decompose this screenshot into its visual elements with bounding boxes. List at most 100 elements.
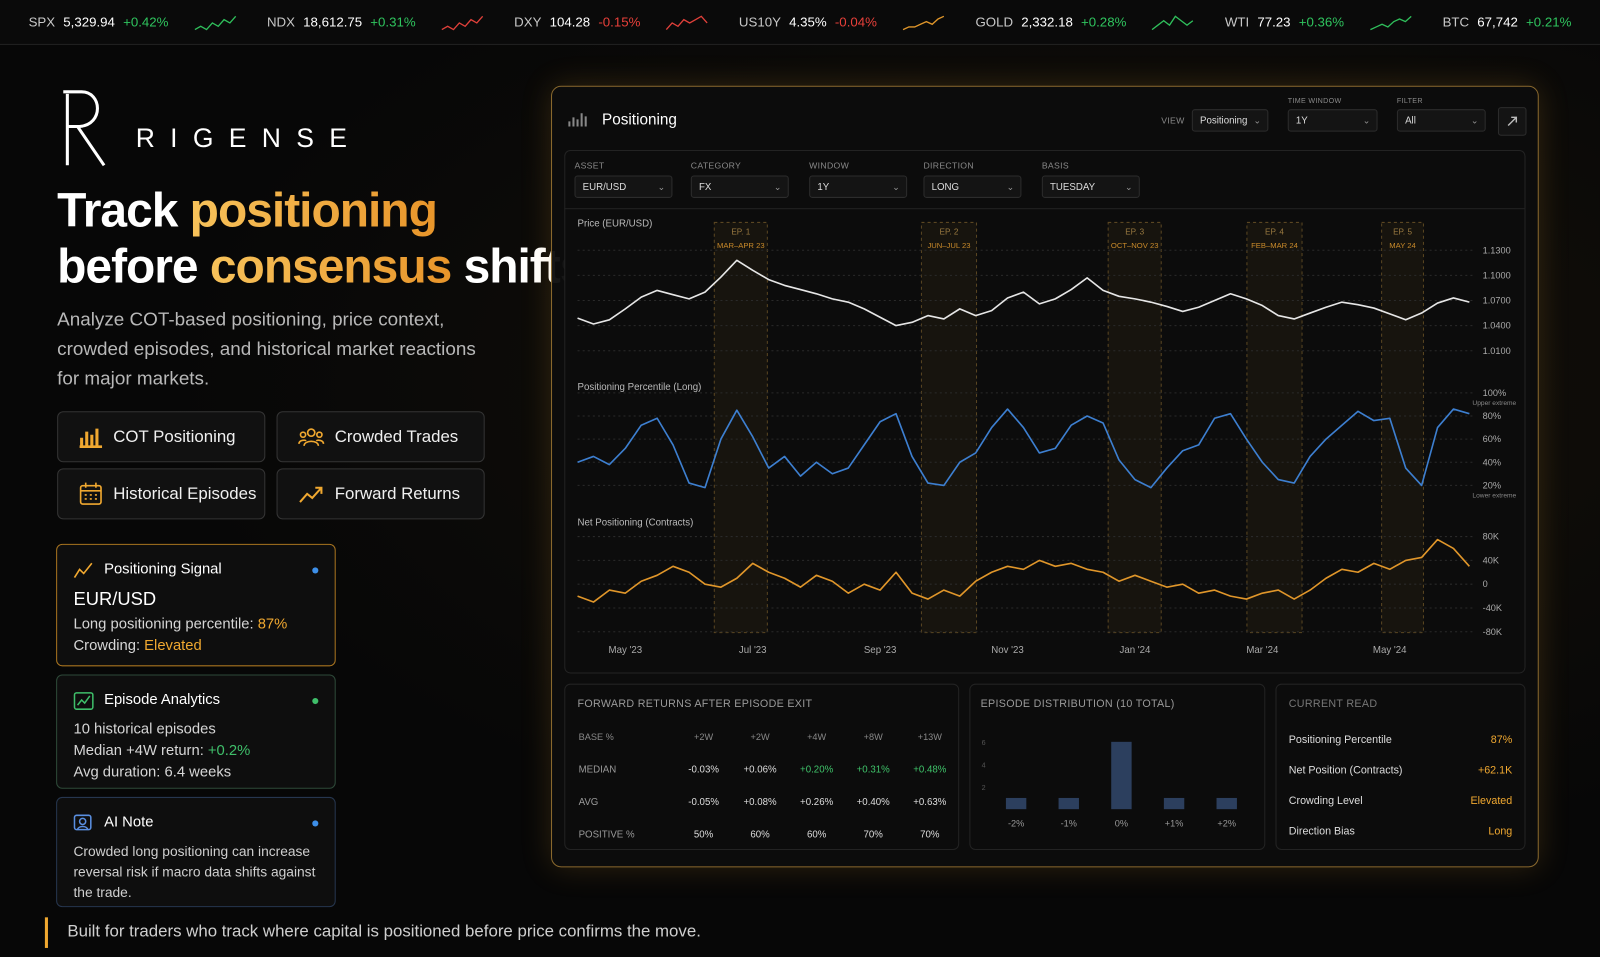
ticker-change: +0.36% (1298, 14, 1345, 30)
chart-box (564, 149, 1526, 674)
line-label: Crowding: (73, 637, 141, 655)
table-cell: 70% (863, 829, 883, 841)
icon (79, 428, 103, 448)
feature-button[interactable]: Crowded Trades (276, 411, 485, 463)
table-cell: +0.26% (800, 796, 834, 808)
button-label: Forward Returns (334, 484, 461, 503)
hero-word: before (57, 238, 198, 293)
table-cell: -0.05% (688, 796, 719, 808)
table-cell: +0.48% (913, 763, 947, 775)
sparkline-line (665, 14, 708, 30)
table-cell: 60% (750, 829, 770, 841)
sparkline-line (441, 15, 484, 30)
status-dot (312, 819, 319, 827)
table-cell: +0.40% (856, 796, 890, 808)
brand-name: RIGENSE (135, 122, 363, 154)
feature-button[interactable]: Forward Returns (276, 468, 485, 520)
filter-select[interactable]: 1Y (809, 175, 908, 198)
filter-select[interactable]: EUR/USD (574, 175, 673, 198)
status-dot (312, 697, 319, 704)
sparkline (1152, 14, 1194, 30)
expand-button[interactable] (1497, 107, 1527, 136)
read-row: Crowding Level Elevated (1289, 786, 1512, 817)
hero-word: consensus (209, 238, 452, 293)
returns-table: BASE % +2W +2W +4W +8W +13W MEDIAN -0.03% +0.06%… (578, 720, 959, 851)
read-row: Net Position (Contracts) +62.1K (1289, 755, 1512, 786)
ticker-change: +0.21% (1526, 14, 1572, 30)
ticker-price: 18,612.75 (303, 14, 363, 30)
time-window-select[interactable]: 1Y (1287, 109, 1378, 132)
sparkline-line (1152, 14, 1194, 30)
episode-card: Episode Analytics 10 historical episodes… (56, 674, 336, 789)
icon (298, 428, 325, 447)
line-label: Long positioning percentile: (73, 616, 254, 633)
ticker-change: -0.04% (834, 14, 877, 30)
icon (79, 482, 102, 505)
read-row: Direction Bias Long (1289, 816, 1512, 847)
filter-label: DIRECTION (923, 160, 974, 171)
read-row: Positioning Percentile 87% (1289, 724, 1512, 755)
table-cell: MEDIAN (578, 763, 617, 775)
ticker-item: GOLD 2,332.18 +0.28% (902, 14, 1126, 30)
table-cell: -0.03% (688, 763, 719, 775)
feature-button[interactable]: Historical Episodes (57, 468, 266, 520)
ticker-symbol: US10Y (738, 14, 781, 30)
card-title: Episode Analytics (104, 691, 221, 709)
ticker-item: WTI 77.23 +0.36% (1151, 14, 1344, 30)
filter-select[interactable]: FX (690, 175, 789, 198)
card-text: Crowded long positioning can increase re… (73, 843, 316, 900)
table-row: POSITIVE % 50% 60% 60% 70% 70% (578, 818, 959, 851)
ticker-change: +0.28% (1081, 14, 1127, 30)
icon (1507, 116, 1518, 127)
icon (568, 113, 587, 127)
feature-button[interactable]: COT Positioning (57, 411, 266, 463)
line-value: +0.2% (207, 742, 251, 760)
signal-card: Positioning Signal EUR/USD Long position… (56, 543, 336, 667)
sparkline (902, 15, 945, 30)
button-label: Crowded Trades (334, 427, 459, 446)
view-select[interactable]: Positioning (1191, 109, 1269, 132)
ticker-price: 2,332.18 (1021, 14, 1073, 30)
hero-title: Track positioning before consensus shift… (57, 182, 586, 294)
card-title: Positioning Signal (104, 561, 222, 578)
read-value: Long (1488, 825, 1513, 838)
header-cell: +13W (917, 731, 942, 742)
control-label: FILTER (1396, 97, 1423, 106)
ticker-symbol: NDX (266, 14, 295, 30)
ticker-item: US10Y 4.35% -0.04% (665, 14, 877, 30)
read-label: Crowding Level (1288, 794, 1363, 808)
header-cell: +4W (807, 731, 827, 742)
line-value: Elevated (144, 637, 202, 655)
table-cell: +0.31% (856, 763, 890, 775)
table-cell: 60% (806, 829, 827, 841)
current-read-list: Positioning Percentile 87% Net Position (C… (1289, 724, 1512, 846)
ticker-price: 4.35% (789, 14, 827, 30)
panel-title: EPISODE DISTRIBUTION (10 TOTAL) (980, 697, 1175, 711)
table-row: MEDIAN -0.03% +0.06% +0.20% +0.31% +0.48% (578, 753, 959, 786)
sparkline-line (1369, 15, 1412, 30)
ticker-item: NDX 18,612.75 +0.31% (193, 14, 416, 30)
card-line: 10 historical episodes (73, 721, 216, 738)
table-row: AVG -0.05% +0.08% +0.26% +0.40% +0.63% (578, 786, 959, 819)
control-label: VIEW (1161, 115, 1185, 126)
sparkline (1369, 15, 1412, 30)
returns-panel: FORWARD RETURNS AFTER EPISODE EXIT BASE … (564, 683, 960, 851)
table-cell: +0.06% (743, 763, 777, 775)
ticker-price: 67,742 (1477, 14, 1518, 30)
ticker-bar: SPX 5,329.94 +0.42% NDX 18,612.75 +0.31% DXY 10… (0, 0, 1600, 45)
filter-select[interactable]: TUESDAY (1041, 175, 1140, 198)
filter-label: BASIS (1041, 160, 1069, 171)
table-cell: +0.08% (743, 796, 777, 808)
panel-title: FORWARD RETURNS AFTER EPISODE EXIT (577, 697, 813, 711)
card-line: Median +4W return: +0.2% (73, 741, 318, 762)
filter-label: CATEGORY (690, 160, 742, 171)
ticker-change: -0.15% (598, 14, 641, 30)
table-cell: +0.20% (800, 763, 834, 775)
read-value: +62.1K (1477, 764, 1513, 777)
ticker-item: BTC 67,742 +0.21% (1369, 14, 1571, 30)
ticker-symbol: WTI (1224, 14, 1250, 30)
filter-select[interactable]: LONG (923, 175, 1022, 198)
accent-bar (44, 917, 48, 948)
ticker-change: +0.42% (123, 14, 169, 30)
filter-select[interactable]: All (1396, 109, 1486, 132)
